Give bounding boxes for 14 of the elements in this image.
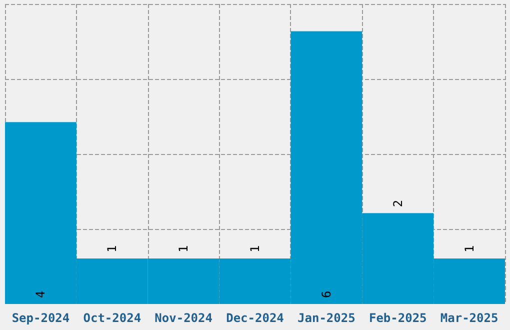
x-tick-label: Jan-2025 bbox=[298, 311, 356, 325]
x-tick-label: Mar-2025 bbox=[440, 311, 498, 325]
data-label: 1 bbox=[176, 245, 191, 253]
data-label: 1 bbox=[462, 245, 476, 253]
data-label: 2 bbox=[390, 200, 405, 208]
data-label: 1 bbox=[105, 245, 120, 253]
x-tick-label: Feb-2025 bbox=[368, 311, 427, 325]
data-label: 4 bbox=[34, 290, 48, 298]
data-label: 6 bbox=[319, 290, 334, 298]
data-label: 1 bbox=[248, 245, 262, 253]
x-tick-label: Oct-2024 bbox=[83, 311, 142, 325]
x-tick-label: Nov-2024 bbox=[154, 311, 212, 325]
x-tick-label: Sep-2024 bbox=[12, 311, 70, 325]
x-tick-label: Dec-2024 bbox=[226, 311, 284, 325]
